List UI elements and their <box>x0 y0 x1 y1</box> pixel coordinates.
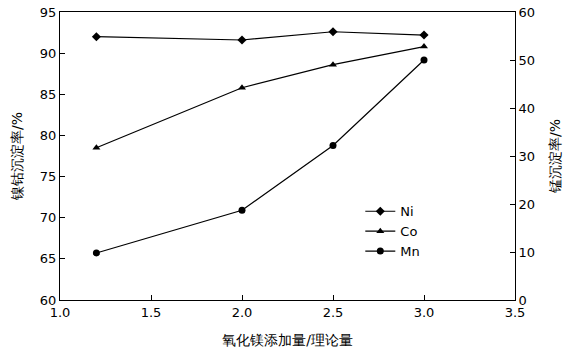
svg-text:锰沉淀率/%: 锰沉淀率/% <box>547 119 563 194</box>
svg-text:1.5: 1.5 <box>141 305 162 320</box>
svg-text:1.0: 1.0 <box>50 305 71 320</box>
svg-text:Ni: Ni <box>400 204 413 219</box>
svg-text:40: 40 <box>519 101 536 116</box>
svg-text:3.5: 3.5 <box>505 305 526 320</box>
svg-text:90: 90 <box>40 46 57 61</box>
svg-text:95: 95 <box>40 5 57 20</box>
svg-text:50: 50 <box>519 53 536 68</box>
svg-text:60: 60 <box>40 293 57 308</box>
svg-text:Co: Co <box>400 224 417 239</box>
svg-text:85: 85 <box>40 87 57 102</box>
svg-text:80: 80 <box>40 128 57 143</box>
svg-text:氧化镁添加量/理论量: 氧化镁添加量/理论量 <box>222 332 353 348</box>
svg-text:60: 60 <box>519 5 536 20</box>
svg-text:75: 75 <box>40 169 57 184</box>
svg-text:70: 70 <box>40 210 57 225</box>
svg-text:镍钴沉淀率/%: 镍钴沉淀率/% <box>9 112 25 201</box>
svg-text:2.5: 2.5 <box>323 305 344 320</box>
svg-text:20: 20 <box>519 197 536 212</box>
svg-text:30: 30 <box>519 149 536 164</box>
svg-text:0: 0 <box>519 293 527 308</box>
svg-text:3.0: 3.0 <box>414 305 435 320</box>
svg-text:2.0: 2.0 <box>232 305 253 320</box>
svg-text:65: 65 <box>40 251 57 266</box>
svg-text:Mn: Mn <box>400 244 419 259</box>
svg-text:10: 10 <box>519 245 536 260</box>
